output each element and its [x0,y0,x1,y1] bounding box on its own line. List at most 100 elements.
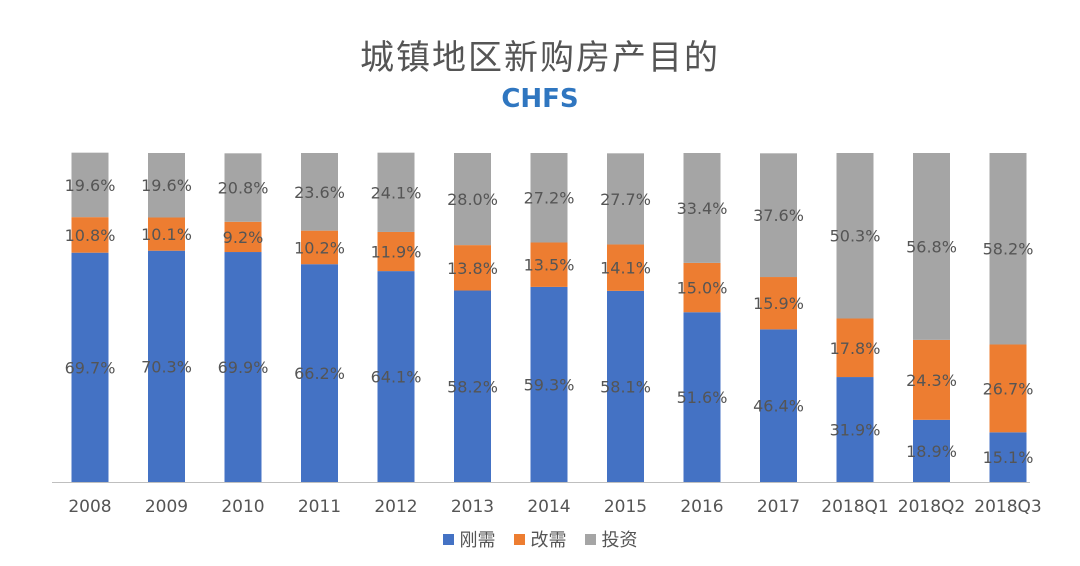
bar-segment-gaixu-2009 [148,217,185,251]
data-label: 20.8% [218,179,269,198]
bar-segment-gaixu-2012 [377,231,415,272]
x-tick-label: 2014 [527,497,570,517]
bar-segment-gaixu-2016 [683,262,721,313]
bar-segment-touzi-2015 [607,153,644,245]
legend-item-touzi: 投资 [584,526,638,552]
legend-label-gaixu: 改需 [530,530,567,551]
bar-segment-gangxu-2015 [607,290,644,482]
data-label: 13.5% [524,256,575,275]
bar-segment-gangxu-2014 [530,286,568,482]
bar-segment-touzi-2017 [760,153,797,278]
legend-swatch-touzi [584,533,596,545]
x-tick-label: 2015 [604,497,647,517]
data-label: 51.6% [677,388,728,407]
data-label: 69.9% [218,358,269,377]
data-label: 9.2% [223,228,264,247]
bar-segment-gangxu-2016 [683,312,721,482]
x-tick-label: 2010 [221,497,264,517]
chart-title: 城镇地区新购房产目的 [360,38,720,78]
chart-subtitle: CHFS [501,84,579,114]
data-label: 17.8% [830,339,881,358]
data-label: 50.3% [830,227,881,246]
bar-segment-gangxu-2018Q1 [836,377,874,482]
bar-segment-gaixu-2010 [224,221,262,253]
data-label: 11.9% [371,243,422,262]
bar-segment-gaixu-2014 [530,242,568,287]
bar-segment-gangxu-2009 [148,250,185,482]
x-tick-label: 2018Q1 [821,497,888,517]
bar-segment-gangxu-2011 [301,264,338,482]
bar-segment-touzi-2014 [530,153,568,243]
legend-label-gangxu: 刚需 [459,530,496,551]
bar-segment-touzi-2012 [377,152,415,232]
legend: 刚需 改需 投资 [0,526,1080,552]
data-label: 18.9% [906,442,957,461]
data-label: 24.1% [371,183,422,202]
bar-segment-touzi-2008 [71,152,109,218]
bar-segment-touzi-2010 [224,153,262,222]
bar-segment-touzi-2013 [454,153,491,246]
data-label: 59.3% [524,375,575,394]
bar-segment-touzi-2018Q1 [836,153,874,319]
data-label: 66.2% [294,364,345,383]
bar-segment-touzi-2011 [301,153,338,231]
data-label: 58.2% [447,377,498,396]
legend-item-gangxu: 刚需 [442,526,496,552]
legend-swatch-gangxu [442,533,454,545]
data-label: 70.3% [141,357,192,376]
bar-segment-gaixu-2018Q3 [989,344,1027,433]
data-label: 58.1% [600,377,651,396]
data-label: 27.2% [524,189,575,208]
bar-segment-gangxu-2013 [454,290,491,482]
x-tick-label: 2018Q2 [898,497,965,517]
x-tick-label: 2008 [68,497,111,517]
bar-segment-gangxu-2017 [760,329,797,482]
x-tick-label: 2013 [451,497,494,517]
data-label: 23.6% [294,183,345,202]
data-label: 14.1% [600,259,651,278]
data-label: 26.7% [983,379,1034,398]
bar-segment-gaixu-2008 [71,217,109,253]
data-label: 15.0% [677,279,728,298]
bar-segment-gangxu-2018Q3 [989,432,1027,482]
x-tick-label: 2017 [757,497,800,517]
x-tick-label: 2016 [680,497,723,517]
bar-segment-gaixu-2017 [760,277,797,330]
data-label: 15.1% [983,448,1034,467]
bar-segment-gaixu-2018Q1 [836,318,874,378]
bar-segment-gangxu-2018Q2 [913,419,950,482]
x-tick-label: 2011 [298,497,341,517]
bar-segment-gaixu-2015 [607,244,644,291]
legend-item-gaixu: 改需 [513,526,567,552]
bar-segment-touzi-2018Q2 [913,153,950,340]
data-label: 56.8% [906,237,957,256]
data-label: 46.4% [753,397,804,416]
data-label: 58.2% [983,240,1034,259]
data-label: 15.9% [753,294,804,313]
data-label: 19.6% [65,176,116,195]
legend-swatch-gaixu [513,533,525,545]
bar-segment-gangxu-2012 [377,271,415,482]
x-tick-label: 2012 [374,497,417,517]
x-tick-label: 2018Q3 [974,497,1041,517]
bar-segment-gangxu-2010 [224,252,262,482]
data-label: 19.6% [141,176,192,195]
bar-segment-touzi-2009 [148,153,185,218]
data-label: 10.2% [294,238,345,257]
data-label: 31.9% [830,421,881,440]
data-label: 13.8% [447,259,498,278]
bar-segment-touzi-2016 [683,153,721,263]
data-label: 10.8% [65,226,116,245]
bar-segment-gaixu-2011 [301,230,338,265]
data-label: 37.6% [753,206,804,225]
data-label: 27.7% [600,190,651,209]
data-label: 33.4% [677,199,728,218]
data-label: 64.1% [371,368,422,387]
data-label: 24.3% [906,371,957,390]
legend-label-touzi: 投资 [601,530,638,551]
bar-segment-touzi-2018Q3 [989,153,1027,345]
x-tick-label: 2009 [145,497,188,517]
bar-segment-gaixu-2018Q2 [913,339,950,420]
bar-segment-gaixu-2013 [454,245,491,291]
